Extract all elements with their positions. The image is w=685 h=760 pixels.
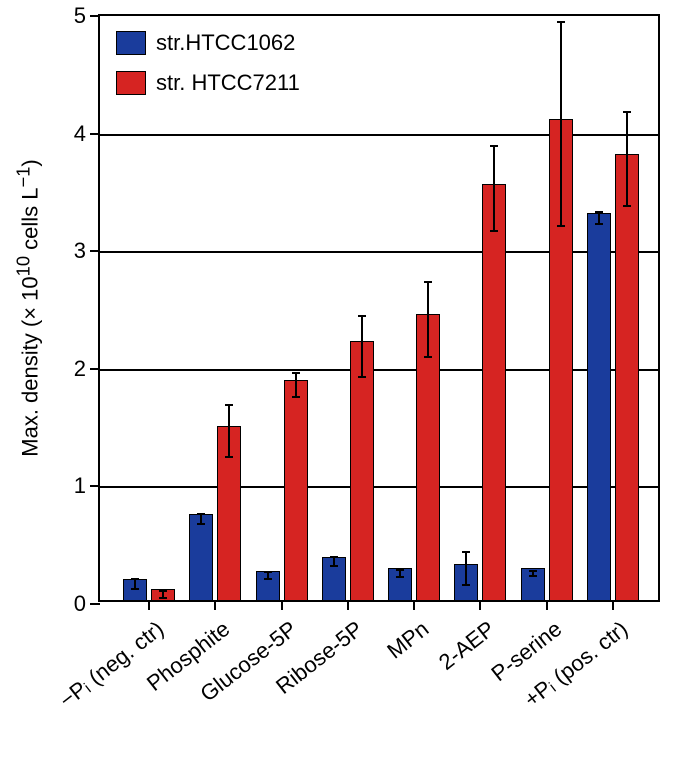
y-tick-label: 0 xyxy=(74,591,86,617)
error-bar xyxy=(228,404,230,456)
x-tick xyxy=(214,600,216,610)
error-bar-cap xyxy=(197,523,205,525)
y-tick xyxy=(90,133,100,135)
error-bar-cap xyxy=(424,281,432,283)
error-bar-cap xyxy=(490,230,498,232)
error-bar-cap xyxy=(131,578,139,580)
error-bar-cap xyxy=(424,356,432,358)
error-bar-cap xyxy=(225,404,233,406)
error-bar-cap xyxy=(490,145,498,147)
legend-label: str. HTCC7211 xyxy=(156,70,300,96)
gridline xyxy=(100,134,658,136)
gridline xyxy=(100,369,658,371)
chart-legend: str.HTCC1062 str. HTCC7211 xyxy=(116,30,300,110)
y-tick-label: 4 xyxy=(74,121,86,147)
error-bar-cap xyxy=(358,315,366,317)
error-bar-cap xyxy=(595,223,603,225)
y-tick xyxy=(90,250,100,252)
error-bar-cap xyxy=(159,590,167,592)
error-bar-cap xyxy=(529,570,537,572)
bar xyxy=(587,213,611,600)
error-bar-cap xyxy=(529,575,537,577)
error-bar-cap xyxy=(623,111,631,113)
error-bar-cap xyxy=(462,551,470,553)
error-bar-cap xyxy=(292,396,300,398)
x-tick xyxy=(347,600,349,610)
error-bar xyxy=(427,281,429,356)
bar xyxy=(284,380,308,600)
gridline xyxy=(100,486,658,488)
x-tick xyxy=(612,600,614,610)
bar xyxy=(615,154,639,600)
x-tick xyxy=(148,600,150,610)
error-bar-cap xyxy=(197,513,205,515)
y-tick-label: 5 xyxy=(74,3,86,29)
error-bar-cap xyxy=(225,456,233,458)
x-tick xyxy=(479,600,481,610)
error-bar xyxy=(295,372,297,396)
bar xyxy=(482,184,506,600)
y-tick xyxy=(90,368,100,370)
legend-swatch xyxy=(116,71,146,95)
error-bar-cap xyxy=(623,205,631,207)
y-tick-label: 3 xyxy=(74,238,86,264)
error-bar xyxy=(560,21,562,226)
error-bar-cap xyxy=(396,569,404,571)
error-bar-cap xyxy=(330,565,338,567)
x-tick xyxy=(413,600,415,610)
error-bar xyxy=(465,551,467,584)
error-bar-cap xyxy=(292,372,300,374)
error-bar xyxy=(493,145,495,230)
error-bar-cap xyxy=(557,21,565,23)
x-tick xyxy=(281,600,283,610)
error-bar-cap xyxy=(330,556,338,558)
error-bar-cap xyxy=(358,376,366,378)
y-tick xyxy=(90,485,100,487)
y-tick-label: 2 xyxy=(74,356,86,382)
legend-swatch xyxy=(116,31,146,55)
error-bar-cap xyxy=(595,211,603,213)
bar xyxy=(350,341,374,600)
bar xyxy=(189,514,213,600)
legend-item: str.HTCC1062 xyxy=(116,30,300,56)
gridline xyxy=(100,251,658,253)
legend-label: str.HTCC1062 xyxy=(156,30,295,56)
error-bar-cap xyxy=(131,588,139,590)
y-tick-label: 1 xyxy=(74,473,86,499)
error-bar-cap xyxy=(159,597,167,599)
y-tick xyxy=(90,15,100,17)
y-axis-label: Max. density (× 1010 cells L−1) xyxy=(12,159,43,456)
error-bar-cap xyxy=(396,576,404,578)
error-bar xyxy=(626,111,628,205)
error-bar-cap xyxy=(462,584,470,586)
x-tick xyxy=(546,600,548,610)
error-bar-cap xyxy=(557,225,565,227)
legend-item: str. HTCC7211 xyxy=(116,70,300,96)
error-bar-cap xyxy=(264,571,272,573)
error-bar xyxy=(361,315,363,376)
y-tick xyxy=(90,603,100,605)
error-bar-cap xyxy=(264,578,272,580)
